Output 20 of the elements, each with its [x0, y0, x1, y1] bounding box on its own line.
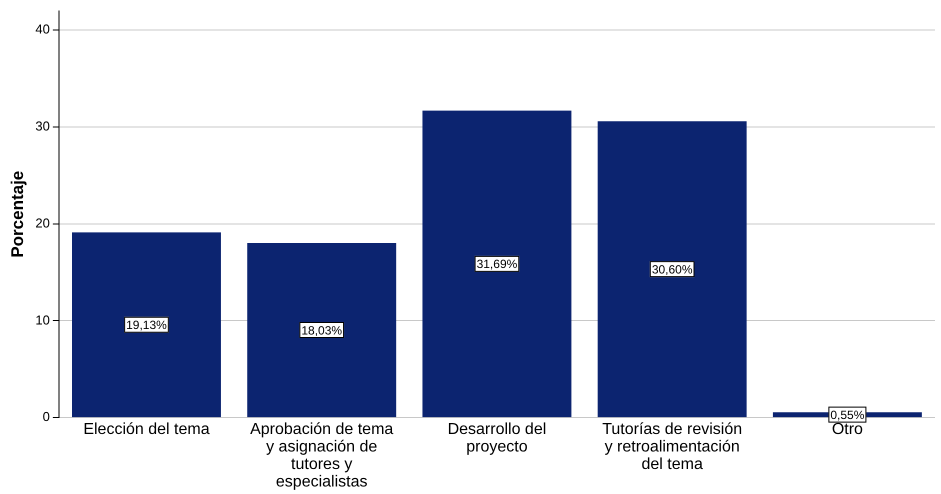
y-tick-label: 40	[35, 22, 50, 37]
bar	[598, 121, 747, 418]
data-label: 18,03%	[301, 323, 342, 338]
bar	[72, 232, 221, 418]
y-tick-label: 20	[35, 215, 50, 230]
data-label: 19,13%	[126, 318, 168, 332]
bar	[422, 110, 572, 418]
y-tick-label: 10	[35, 312, 50, 328]
data-label: 30,60%	[652, 262, 693, 276]
x-tick-label: Desarrollo del proyecto	[448, 420, 546, 456]
x-tick-label: Aprobación de tema y asignación de tutores y especialistas	[250, 420, 394, 491]
data-label: 31,69%	[476, 257, 518, 272]
x-tick-label: Elección del tema	[83, 420, 210, 438]
y-tick-label: 0	[42, 409, 50, 424]
bar	[247, 242, 396, 418]
data-label: 0,55%	[830, 408, 865, 422]
y-axis-title: Porcentaje	[8, 170, 27, 258]
x-tick-label: Otro	[832, 420, 864, 438]
x-tick-label: Tutorías de revisión y retroalimentación del tema	[602, 420, 742, 474]
y-tick-label: 30	[35, 118, 50, 134]
